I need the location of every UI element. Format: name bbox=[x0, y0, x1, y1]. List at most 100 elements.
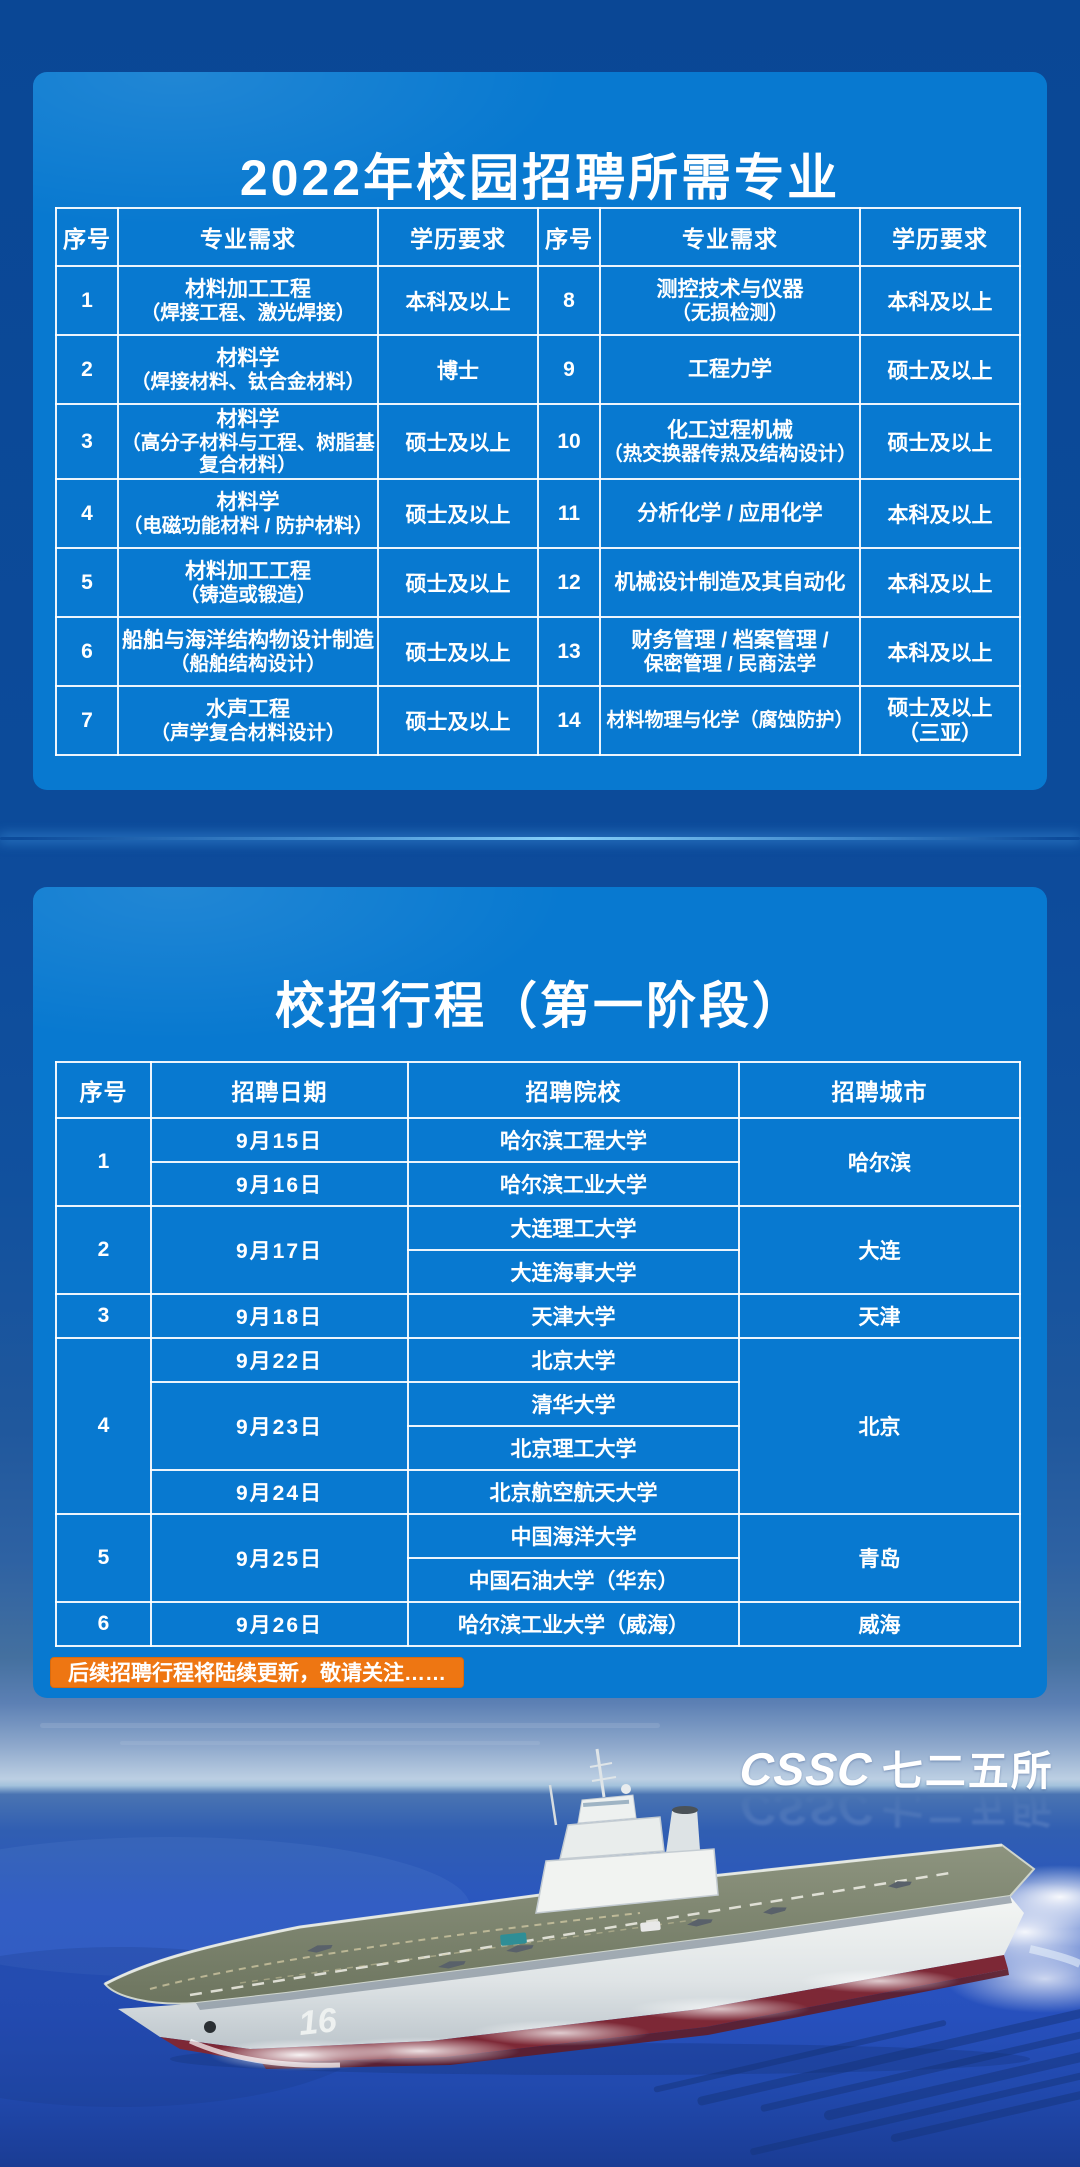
island bbox=[535, 1748, 719, 1914]
seq-cell: 1 bbox=[55, 265, 119, 336]
school-cell: 哈尔滨工业大学 bbox=[407, 1161, 740, 1207]
major-cell: 材料加工工程 （焊接工程、激光焊接） bbox=[117, 265, 379, 336]
degree-cell: 本科及以上 bbox=[859, 265, 1021, 336]
seq-cell: 12 bbox=[537, 547, 601, 618]
schedule-row: 大连海事大学 bbox=[56, 1249, 1020, 1295]
degree-cell: 硕士及以上 bbox=[377, 685, 539, 756]
notice-banner: 后续招聘行程将陆续更新，敬请关注…… bbox=[50, 1657, 464, 1688]
school-cell: 清华大学 bbox=[407, 1381, 740, 1427]
school-cell: 北京航空航天大学 bbox=[407, 1469, 740, 1515]
col-header-seq: 序号 bbox=[55, 1061, 152, 1119]
table-row: 5 材料加工工程 （铸造或锻造） 硕士及以上 12 机械设计制造及其自动化 本科及… bbox=[55, 547, 1021, 618]
col-header-school: 招聘院校 bbox=[407, 1061, 740, 1119]
carrier-illustration: 16 bbox=[0, 1723, 1080, 2156]
bow-foam bbox=[188, 1945, 1080, 2071]
city-cell: 威海 bbox=[738, 1601, 1021, 1647]
seq-cell: 10 bbox=[537, 403, 601, 480]
school-cell: 哈尔滨工业大学（威海） bbox=[407, 1601, 740, 1647]
degree-cell: 本科及以上 bbox=[377, 265, 539, 336]
city-cell: 青岛 bbox=[738, 1513, 1021, 1603]
logo-reflection: CSSC 七二五所 bbox=[737, 1783, 1054, 1835]
major-cell: 材料加工工程 （铸造或锻造） bbox=[117, 547, 379, 618]
degree-cell: 本科及以上 bbox=[859, 547, 1021, 618]
degree-cell: 硕士及以上 bbox=[377, 478, 539, 549]
school-cell: 中国海洋大学 bbox=[407, 1513, 740, 1559]
table-row: 7 水声工程 （声学复合材料设计） 硕士及以上 14 材料物理与化学（腐蚀防护） … bbox=[55, 685, 1021, 756]
major-cell: 分析化学 / 应用化学 bbox=[599, 478, 861, 549]
date-cell: 9月17日 bbox=[150, 1205, 409, 1295]
cssc-logo: CSSC 七二五所 bbox=[737, 1737, 1060, 1797]
major-cell: 工程力学 bbox=[599, 334, 861, 405]
col-header-seq: 序号 bbox=[55, 207, 119, 267]
deck-vehicles bbox=[500, 1921, 661, 1946]
city-cell: 天津 bbox=[738, 1293, 1021, 1339]
seq-cell: 5 bbox=[55, 1513, 152, 1603]
schedule-row: 中国石油大学（华东） bbox=[56, 1557, 1020, 1603]
table-row: 2 材料学 （焊接材料、钛合金材料） 博士 9 工程力学 硕士及以上 bbox=[55, 334, 1021, 405]
seq-cell: 5 bbox=[55, 547, 119, 618]
table-row: 6 船舶与海洋结构物设计制造 （船舶结构设计） 硕士及以上 13 财务管理 / 档… bbox=[55, 616, 1021, 687]
major-cell: 水声工程 （声学复合材料设计） bbox=[117, 685, 379, 756]
col-header-date: 招聘日期 bbox=[150, 1061, 409, 1119]
seq-cell: 3 bbox=[55, 1293, 152, 1339]
majors-card: 2022年校园招聘所需专业 序号 专业需求 学历要求 序号 专业需求 学历要求 … bbox=[33, 72, 1047, 790]
hull-number: 16 bbox=[297, 2001, 340, 2043]
degree-cell: 本科及以上 bbox=[859, 478, 1021, 549]
date-cell: 9月23日 bbox=[150, 1381, 409, 1471]
school-cell: 北京大学 bbox=[407, 1337, 740, 1383]
table-row: 1 材料加工工程 （焊接工程、激光焊接） 本科及以上 8 测控技术与仪器 （无损检测… bbox=[55, 265, 1021, 336]
schedule-row: 6 9月26日 哈尔滨工业大学（威海） 威海 bbox=[55, 1601, 1021, 1647]
col-header-major: 专业需求 bbox=[117, 207, 379, 267]
major-cell: 船舶与海洋结构物设计制造 （船舶结构设计） bbox=[117, 616, 379, 687]
institute-name: 七二五所 bbox=[881, 1748, 1054, 1794]
divider-glow bbox=[0, 837, 1080, 840]
table-header-row: 序号 专业需求 学历要求 序号 专业需求 学历要求 bbox=[55, 207, 1021, 267]
school-cell: 大连海事大学 bbox=[407, 1249, 740, 1295]
schedule-row: 4 9月22日 北京大学 北京 bbox=[55, 1337, 1021, 1515]
schedule-title: 校招行程（第一阶段） bbox=[275, 977, 805, 1034]
seq-cell: 2 bbox=[55, 334, 119, 405]
major-cell: 财务管理 / 档案管理 / 保密管理 / 民商法学 bbox=[599, 616, 861, 687]
major-cell: 材料物理与化学（腐蚀防护） bbox=[599, 685, 861, 756]
cloud-streaks bbox=[40, 1723, 660, 1745]
schedule-table: 序号 招聘日期 招聘院校 招聘城市 1 9月15日 哈尔滨工程大学 哈尔滨 9月… bbox=[55, 1061, 1021, 1647]
schedule-row: 2 9月17日 大连理工大学 大连 bbox=[55, 1205, 1021, 1295]
seq-cell: 6 bbox=[55, 616, 119, 687]
schedule-row: 9月16日 哈尔滨工业大学 bbox=[56, 1161, 1020, 1207]
seq-cell: 13 bbox=[537, 616, 601, 687]
schedule-row: 9月24日 北京航空航天大学 bbox=[56, 1469, 1020, 1515]
schedule-row: 5 9月25日 中国海洋大学 青岛 bbox=[55, 1513, 1021, 1603]
major-cell: 测控技术与仪器 （无损检测） bbox=[599, 265, 861, 336]
school-cell: 天津大学 bbox=[407, 1293, 740, 1339]
degree-cell: 硕士及以上 bbox=[377, 616, 539, 687]
date-cell: 9月16日 bbox=[150, 1161, 409, 1207]
seq-cell: 4 bbox=[55, 1337, 152, 1515]
table-row: 4 材料学 （电磁功能材料 / 防护材料） 硕士及以上 11 分析化学 / 应用化… bbox=[55, 478, 1021, 549]
col-header-city: 招聘城市 bbox=[738, 1061, 1021, 1119]
city-cell: 北京 bbox=[738, 1337, 1021, 1515]
table-row: 3 材料学 （高分子材料与工程、树脂基复合材料） 硕士及以上 10 化工过程机械（… bbox=[55, 403, 1021, 480]
date-cell: 9月18日 bbox=[150, 1293, 409, 1339]
major-cell: 化工过程机械 （热交换器传热及结构设计） bbox=[599, 403, 861, 480]
major-cell: 材料学 （电磁功能材料 / 防护材料） bbox=[117, 478, 379, 549]
schedule-row: 1 9月15日 哈尔滨工程大学 哈尔滨 bbox=[55, 1117, 1021, 1207]
major-cell: 材料学 （焊接材料、钛合金材料） bbox=[117, 334, 379, 405]
city-cell: 哈尔滨 bbox=[738, 1117, 1021, 1207]
date-cell: 9月22日 bbox=[150, 1337, 409, 1383]
seq-cell: 8 bbox=[537, 265, 601, 336]
col-header-major: 专业需求 bbox=[599, 207, 861, 267]
date-cell: 9月24日 bbox=[150, 1469, 409, 1515]
schedule-row: 9月23日 清华大学 bbox=[56, 1381, 1020, 1471]
majors-title: 2022年校园招聘所需专业 bbox=[239, 149, 841, 206]
date-cell: 9月26日 bbox=[150, 1601, 409, 1647]
table-header-row: 序号 招聘日期 招聘院校 招聘城市 bbox=[55, 1061, 1021, 1119]
school-cell: 中国石油大学（华东） bbox=[407, 1557, 740, 1603]
major-cell: 机械设计制造及其自动化 bbox=[599, 547, 861, 618]
degree-cell: 硕士及以上 bbox=[377, 403, 539, 480]
col-header-degree: 学历要求 bbox=[859, 207, 1021, 267]
schedule-card: 校招行程（第一阶段） 序号 招聘日期 招聘院校 招聘城市 1 9月15日 哈尔滨… bbox=[33, 887, 1047, 1698]
schedule-row: 3 9月18日 天津大学 天津 bbox=[55, 1293, 1021, 1339]
jet-icons bbox=[307, 1881, 912, 1969]
col-header-seq: 序号 bbox=[537, 207, 601, 267]
deck-markings bbox=[149, 1871, 951, 1997]
